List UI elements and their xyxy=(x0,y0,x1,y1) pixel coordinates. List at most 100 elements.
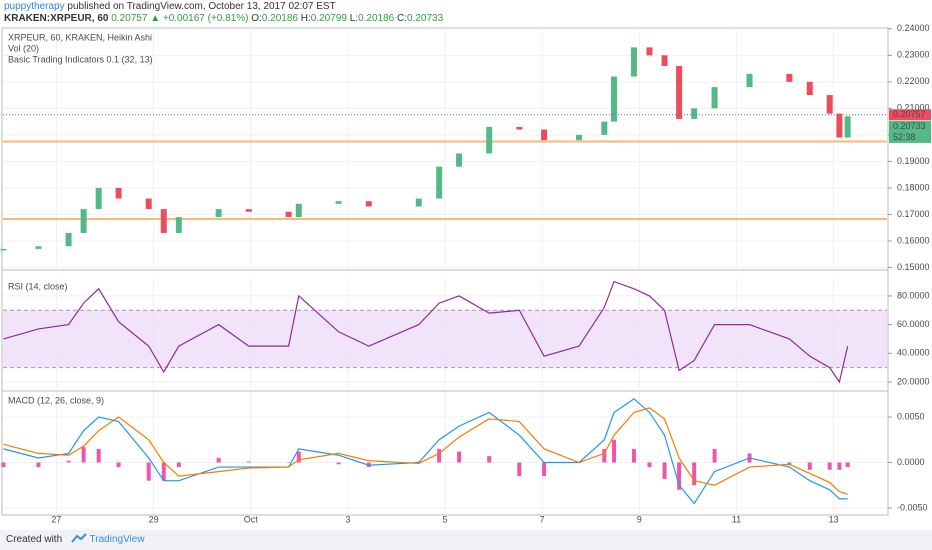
candle xyxy=(436,166,443,199)
x-tick-label: 9 xyxy=(637,514,642,524)
candle xyxy=(601,121,608,135)
histogram-bar xyxy=(845,462,850,468)
histogram-bar xyxy=(437,448,442,463)
y-tick-label: 0.15000 xyxy=(897,262,930,272)
histogram-bar xyxy=(712,448,717,463)
header-line-1: puppytherapy published on TradingView.co… xyxy=(4,1,443,13)
candle xyxy=(836,113,843,138)
candle xyxy=(456,153,463,167)
candle xyxy=(676,65,683,119)
header: puppytherapy published on TradingView.co… xyxy=(4,1,443,25)
histogram-bar xyxy=(161,462,166,481)
candle xyxy=(295,203,302,218)
histogram-bar xyxy=(827,462,832,470)
ohlc-key: H: xyxy=(300,13,311,24)
histogram-bar xyxy=(612,439,617,463)
ohlc-key: C: xyxy=(396,13,407,24)
legend-entry: Basic Trading Indicators 0.1 (32, 13) xyxy=(8,54,153,64)
candle xyxy=(576,134,583,141)
candle xyxy=(245,209,252,212)
histogram-bar xyxy=(146,462,151,481)
series-line xyxy=(3,398,848,505)
candle xyxy=(661,55,668,66)
candle xyxy=(145,198,152,210)
candle xyxy=(415,198,422,207)
rsi-band xyxy=(3,310,887,368)
candle xyxy=(160,209,167,233)
candle xyxy=(746,73,753,88)
candle xyxy=(115,187,122,199)
candle xyxy=(0,248,7,251)
author[interactable]: puppytherapy xyxy=(4,1,65,12)
y-tick-label: 0.16000 xyxy=(897,235,930,245)
x-tick-label: 3 xyxy=(345,514,350,524)
x-tick-label: 7 xyxy=(540,514,545,524)
price-label-box xyxy=(889,109,931,121)
candle xyxy=(486,126,493,154)
histogram-bar xyxy=(116,462,121,468)
histogram-bar xyxy=(457,451,462,463)
candle xyxy=(806,81,813,96)
ohlc-key: O: xyxy=(251,13,262,24)
x-tick-label: 11 xyxy=(732,514,741,524)
y-tick-label: 0.19000 xyxy=(897,156,930,166)
ohlc: O:0.20186 H:0.20799 L:0.20186 C:0.20733 xyxy=(251,13,443,24)
histogram-bar xyxy=(837,462,842,470)
x-tick-label: 29 xyxy=(149,514,159,524)
y-tick-label: 0.0000 xyxy=(897,457,925,467)
candle xyxy=(80,209,87,233)
candle xyxy=(215,209,222,218)
candle xyxy=(711,87,718,109)
histogram-bar xyxy=(1,462,6,468)
price-label: 0.20733 xyxy=(893,121,926,131)
histogram-bar xyxy=(631,448,636,463)
y-tick-label: 0.22000 xyxy=(897,76,930,86)
histogram-bar xyxy=(36,462,41,468)
price-label-box xyxy=(889,120,931,132)
change: ▲ +0.00167 (+0.81%) xyxy=(150,13,249,24)
candle xyxy=(630,47,637,77)
histogram-bar xyxy=(286,462,291,464)
logo xyxy=(71,533,87,543)
y-tick-label: 80.0000 xyxy=(897,290,930,300)
y-tick-label: 0.17000 xyxy=(897,209,930,219)
countdown: 52:38 xyxy=(893,132,916,142)
candle xyxy=(95,187,102,210)
symbol: KRAKEN:XRPEUR, 60 xyxy=(4,13,109,24)
countdown-box xyxy=(889,131,931,143)
candle xyxy=(335,201,342,204)
legend-entry: Vol (20) xyxy=(8,43,39,53)
histogram-bar xyxy=(336,462,341,465)
chart: 27 29 Oct 3 5 7 9 11 13 0.15000 0.16000 0.17000 0.18… xyxy=(0,23,931,524)
histogram-bar xyxy=(517,462,522,477)
x-tick-label: Oct xyxy=(244,514,259,524)
candle xyxy=(516,126,523,130)
price-label: 0.20757 xyxy=(893,109,926,119)
candle xyxy=(786,73,793,82)
series-line xyxy=(3,407,848,495)
candle xyxy=(285,211,292,218)
panel-title: MACD (12, 26, close, 9) xyxy=(8,395,104,405)
candle xyxy=(611,76,618,122)
histogram-bar xyxy=(662,462,667,479)
candle xyxy=(826,95,833,114)
y-tick-label: -0.0050 xyxy=(897,502,928,512)
histogram-bar xyxy=(96,448,101,463)
histogram-bar xyxy=(176,462,181,468)
y-tick-label: 0.24000 xyxy=(897,23,930,33)
candle xyxy=(541,129,548,141)
candle xyxy=(65,232,72,247)
candle xyxy=(844,116,851,138)
x-tick-label: 13 xyxy=(829,514,839,524)
histogram-bar xyxy=(677,462,682,490)
candle xyxy=(35,246,42,249)
y-tick-label: 40.0000 xyxy=(897,348,930,358)
y-tick-label: 0.23000 xyxy=(897,50,930,60)
y-tick-label: 0.21000 xyxy=(897,103,930,113)
header-line-2: KRAKEN:XRPEUR, 60 0.20757 ▲ +0.00167 (+0… xyxy=(4,13,443,25)
panel-title: RSI (14, close) xyxy=(8,281,68,291)
brand[interactable]: TradingView xyxy=(89,534,145,545)
x-tick-label: 27 xyxy=(51,514,61,524)
ohlc-value: 0.20186 xyxy=(358,13,395,24)
